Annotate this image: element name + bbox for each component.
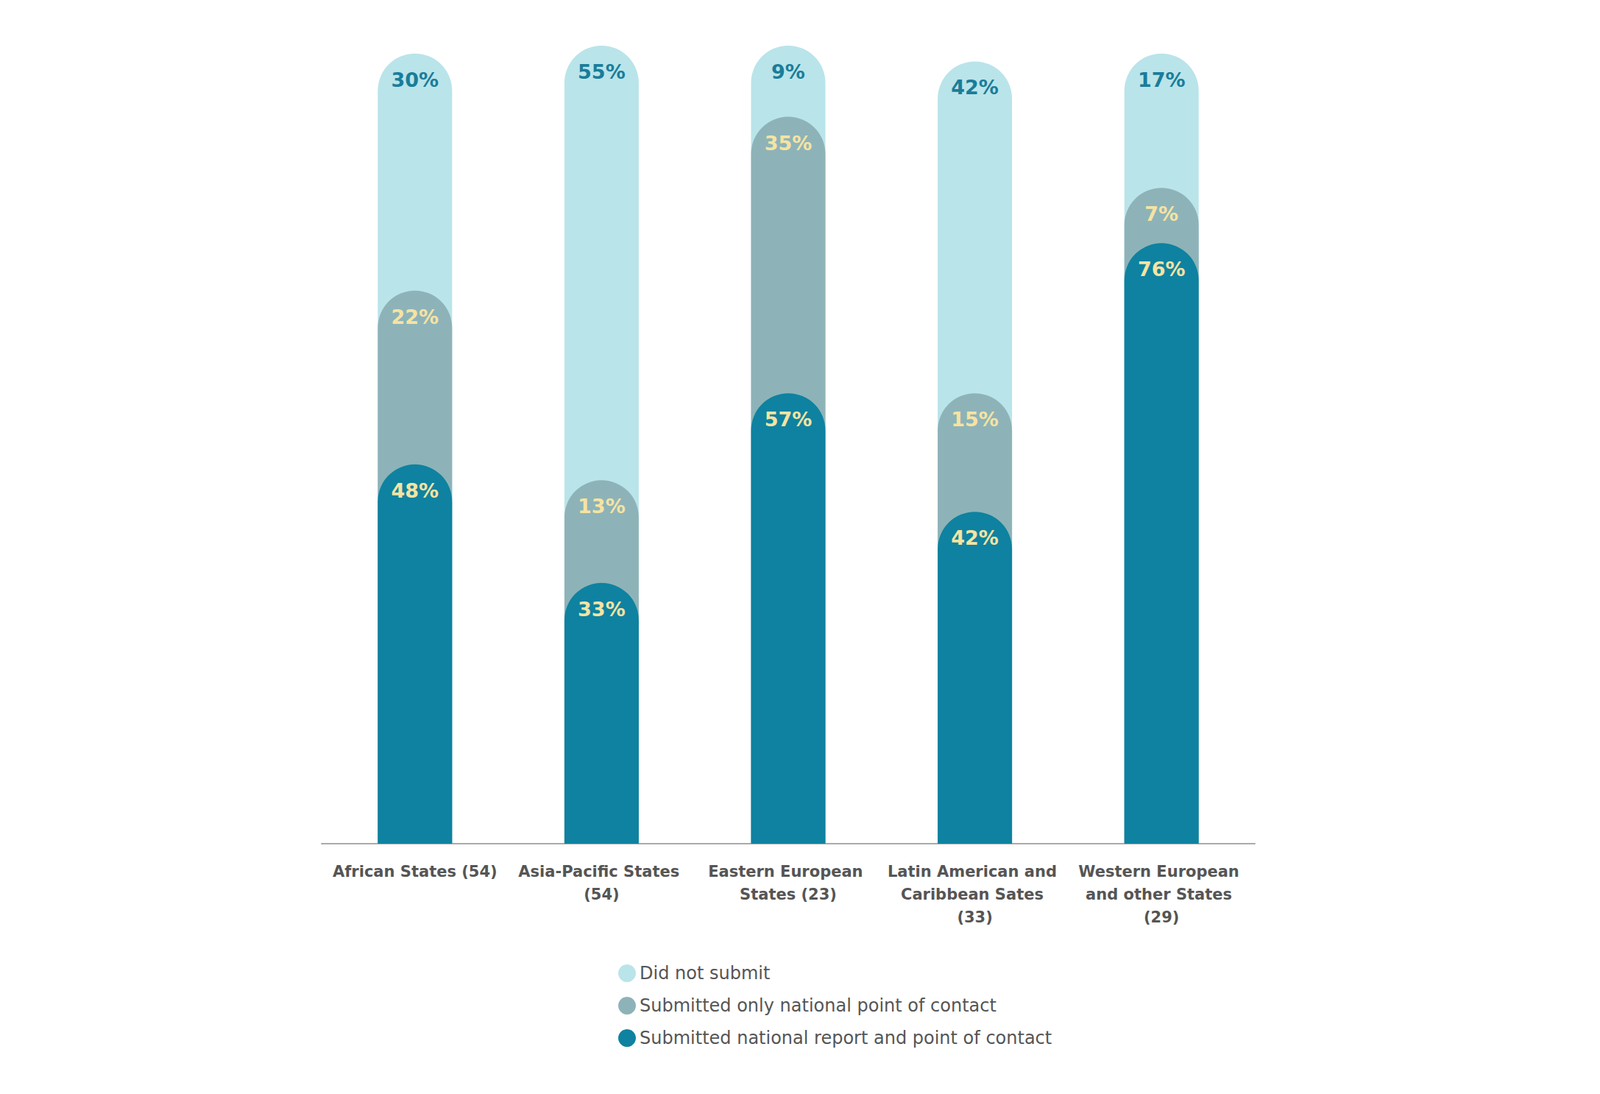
svg-text:30%: 30%: [390, 68, 439, 92]
svg-text:48%: 48%: [390, 479, 439, 502]
svg-text:and other States: and other States: [1085, 885, 1238, 904]
svg-text:Latin American and: Latin American and: [887, 862, 1063, 881]
svg-text:States (23): States (23): [739, 885, 837, 904]
svg-text:(33): (33): [956, 908, 993, 926]
svg-text:Caribbean Sates: Caribbean Sates: [900, 885, 1049, 904]
svg-text:Eastern European: Eastern European: [708, 862, 869, 881]
svg-text:Did not submit: Did not submit: [639, 962, 770, 984]
svg-text:33%: 33%: [577, 597, 626, 621]
svg-text:13%: 13%: [577, 494, 626, 518]
svg-text:17%: 17%: [1137, 68, 1186, 92]
svg-text:(29): (29): [1143, 908, 1180, 926]
svg-text:Western European: Western European: [1078, 862, 1245, 881]
svg-text:76%: 76%: [1137, 257, 1186, 281]
svg-text:Asia-Pacific States: Asia-Pacific States: [518, 862, 685, 881]
svg-text:7%: 7%: [1144, 202, 1179, 226]
svg-text:(54): (54): [583, 885, 619, 904]
svg-text:35%: 35%: [764, 131, 813, 155]
svg-text:9%: 9%: [771, 60, 806, 84]
svg-text:57%: 57%: [764, 407, 813, 431]
svg-text:15%: 15%: [950, 407, 999, 431]
svg-text:42%: 42%: [950, 526, 999, 550]
svg-text:African States (54): African States (54): [332, 862, 498, 881]
svg-text:Submitted only national point: Submitted only national point of contact: [639, 995, 997, 1016]
svg-text:22%: 22%: [390, 305, 439, 329]
svg-text:Submitted national report and: Submitted national report and point of c…: [639, 1027, 1052, 1049]
svg-text:42%: 42%: [950, 75, 999, 99]
svg-text:55%: 55%: [577, 60, 626, 84]
